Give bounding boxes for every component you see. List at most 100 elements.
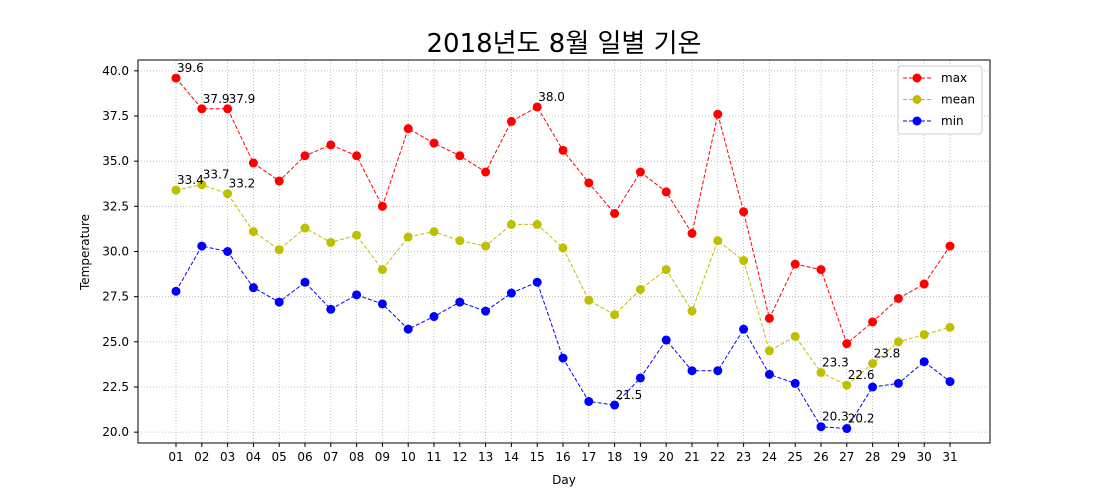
x-axis: 01 02 03 04 05 06 07 08 09 10 11 12 13 14 15 16 17 18 19 20… bbox=[168, 443, 958, 464]
x-tick-label: 24 bbox=[762, 450, 777, 464]
data-label: 38.0 bbox=[538, 90, 565, 104]
data-point-min bbox=[506, 288, 516, 298]
data-point-mean bbox=[919, 330, 929, 340]
data-point-min bbox=[197, 241, 207, 251]
y-tick-label: 20.0 bbox=[102, 425, 129, 439]
x-axis-label: Day bbox=[552, 473, 576, 487]
x-tick-label: 27 bbox=[839, 450, 854, 464]
data-point-mean bbox=[764, 346, 774, 356]
x-tick-label: 20 bbox=[659, 450, 674, 464]
data-point-mean bbox=[687, 306, 697, 316]
x-tick-label: 09 bbox=[375, 450, 390, 464]
data-point-min bbox=[223, 247, 233, 256]
y-tick-label: 35.0 bbox=[102, 154, 129, 168]
data-point-min bbox=[919, 357, 929, 367]
data-point-min bbox=[584, 396, 594, 406]
data-point-mean bbox=[635, 284, 645, 294]
data-point-min bbox=[713, 366, 723, 376]
legend-item-max: max bbox=[903, 71, 967, 85]
legend-item-mean: mean bbox=[903, 93, 975, 107]
x-tick-label: 07 bbox=[323, 450, 338, 464]
x-tick-label: 10 bbox=[401, 450, 416, 464]
data-label: 23.3 bbox=[822, 356, 849, 370]
data-point-max bbox=[558, 145, 568, 155]
data-point-min bbox=[687, 366, 697, 376]
data-point-mean bbox=[713, 236, 723, 246]
data-point-max bbox=[506, 116, 516, 126]
data-point-mean bbox=[842, 380, 852, 390]
data-point-max bbox=[635, 167, 645, 177]
data-point-min bbox=[739, 324, 749, 334]
data-point-mean bbox=[352, 230, 362, 240]
data-point-mean bbox=[584, 295, 594, 305]
data-point-mean bbox=[300, 223, 310, 233]
data-point-min bbox=[352, 290, 362, 300]
series-layer bbox=[171, 73, 955, 434]
data-point-max bbox=[687, 228, 697, 238]
series-mean bbox=[171, 180, 955, 390]
data-point-min bbox=[326, 304, 336, 314]
data-point-mean bbox=[455, 236, 465, 246]
data-point-max bbox=[248, 158, 258, 168]
data-point-min bbox=[481, 306, 491, 316]
data-point-max bbox=[816, 265, 826, 275]
y-axis-label: Temperature bbox=[78, 214, 92, 291]
x-tick-label: 26 bbox=[813, 450, 828, 464]
data-point-max bbox=[377, 201, 387, 211]
data-point-min bbox=[300, 277, 310, 287]
x-tick-label: 17 bbox=[581, 450, 596, 464]
x-tick-label: 11 bbox=[426, 450, 441, 464]
data-point-max bbox=[842, 339, 852, 349]
legend-label: mean bbox=[941, 93, 975, 107]
data-point-max bbox=[352, 151, 362, 161]
data-point-min bbox=[377, 299, 387, 309]
y-tick-label: 30.0 bbox=[102, 245, 129, 259]
y-tick-label: 25.0 bbox=[102, 335, 129, 349]
x-tick-label: 15 bbox=[530, 450, 545, 464]
x-tick-label: 22 bbox=[710, 450, 725, 464]
data-point-mean bbox=[945, 322, 955, 332]
y-tick-label: 40.0 bbox=[102, 64, 129, 78]
data-point-max bbox=[532, 102, 542, 112]
x-tick-label: 25 bbox=[788, 450, 803, 464]
data-point-max bbox=[429, 138, 439, 148]
annotations: 39.6 37.9 37.9 38.0 33.4 33.733.2 23.322.6 23.8… bbox=[177, 61, 900, 425]
x-tick-label: 05 bbox=[272, 450, 287, 464]
y-tick-label: 22.5 bbox=[102, 380, 129, 394]
data-label: 21.5 bbox=[616, 388, 643, 402]
data-label: 37.9 bbox=[203, 92, 230, 106]
data-label: 23.8 bbox=[874, 347, 901, 361]
data-point-mean bbox=[326, 237, 336, 247]
data-label: 33.2 bbox=[229, 177, 256, 191]
data-point-min bbox=[868, 382, 878, 392]
data-point-max bbox=[661, 187, 671, 197]
data-point-mean bbox=[248, 227, 258, 237]
data-point-max bbox=[197, 104, 207, 114]
data-point-min bbox=[274, 297, 284, 307]
x-tick-label: 19 bbox=[633, 450, 648, 464]
data-point-mean bbox=[893, 337, 903, 347]
data-point-max bbox=[919, 279, 929, 289]
data-point-mean bbox=[274, 245, 284, 255]
data-point-min bbox=[248, 283, 258, 293]
data-point-mean bbox=[868, 359, 878, 369]
data-point-mean bbox=[171, 185, 181, 195]
data-point-min bbox=[790, 378, 800, 388]
data-point-max bbox=[790, 259, 800, 269]
x-tick-label: 18 bbox=[607, 450, 622, 464]
y-tick-label: 32.5 bbox=[102, 199, 129, 213]
data-label: 20.3 bbox=[822, 410, 849, 424]
data-point-mean bbox=[429, 227, 439, 237]
x-tick-label: 31 bbox=[942, 450, 957, 464]
data-point-mean bbox=[481, 241, 491, 251]
data-point-max bbox=[171, 73, 181, 83]
legend-label: max bbox=[941, 71, 967, 85]
data-point-max bbox=[945, 241, 955, 251]
x-tick-label: 13 bbox=[478, 450, 493, 464]
legend-label: min bbox=[941, 114, 964, 128]
x-tick-label: 16 bbox=[555, 450, 570, 464]
data-point-min bbox=[816, 422, 826, 432]
data-point-max bbox=[739, 207, 749, 217]
x-tick-label: 21 bbox=[684, 450, 699, 464]
